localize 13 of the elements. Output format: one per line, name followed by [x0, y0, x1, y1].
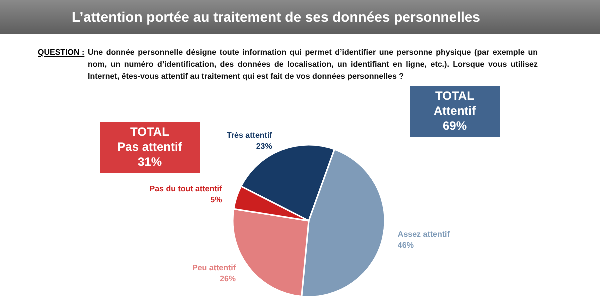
data-label: 5% [210, 195, 222, 204]
text: TOTAL Pas attentif 31% [100, 122, 200, 173]
text: QUESTION : [38, 48, 85, 57]
slice-label: Très attentif [227, 131, 273, 140]
text: TOTAL Attentif 69% [410, 86, 500, 137]
data-label: 26% [220, 274, 236, 284]
chart-title: L’attention portée au traitement de ses données personnelles [72, 9, 480, 25]
slice-label: Assez attentif [398, 230, 450, 239]
data-label: 46% [398, 240, 414, 250]
slice-label: Pas du tout attentif [150, 184, 223, 194]
chart-subtitle: Une donnée personnelle désigne toute information qui permet d’identifier une personne physique (par exemple un nom, un numéro d’identification, des données de localisation, un identifiant en ligne, etc.). Lorsque vous utilisez Internet, êtes-vous attentif au traitement qui est fait de vos données personnelles ? [88, 47, 538, 83]
data-label: 23% [256, 142, 272, 152]
slice-label: Peu attentif [192, 264, 236, 273]
